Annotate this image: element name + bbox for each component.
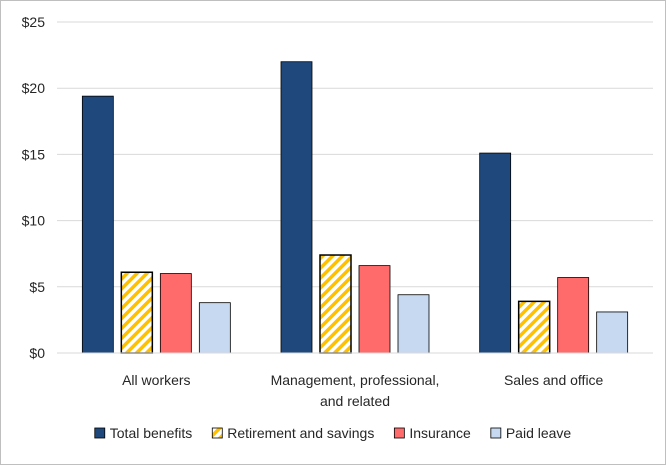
y-tick-label: $25: [22, 14, 46, 30]
legend-swatch: [393, 427, 405, 439]
bar: [159, 273, 192, 354]
bar: [596, 311, 629, 354]
gridlines: [57, 21, 653, 288]
bars: [81, 61, 629, 354]
y-axis: $0 $5 $10 $15 $20 $25: [22, 14, 46, 361]
y-tick-label: $15: [22, 146, 46, 162]
legend-swatch: [490, 427, 502, 439]
bar: [319, 254, 352, 354]
x-category-label: Sales and office: [504, 372, 604, 388]
legend-label: Total benefits: [110, 425, 193, 441]
legend-label: Paid leave: [506, 425, 572, 441]
bar: [198, 302, 231, 354]
bar: [81, 95, 114, 354]
x-category-label: All workers: [122, 372, 190, 388]
bar: [358, 265, 391, 354]
x-category-label: and related: [320, 393, 390, 409]
category-labels: All workers Management, professional, and …: [122, 372, 603, 409]
bar: [479, 152, 512, 354]
bar: [120, 271, 154, 354]
x-category-label: Management, professional,: [271, 372, 440, 388]
y-tick-label: $0: [29, 345, 45, 361]
bar: [517, 300, 551, 354]
legend: Total benefits Retirement and savings Insu…: [94, 425, 572, 441]
legend-swatch: [94, 427, 106, 439]
legend-label: Retirement and savings: [227, 425, 374, 441]
bar: [397, 294, 430, 354]
legend-swatch: [211, 427, 223, 439]
bar: [557, 277, 590, 354]
legend-label: Insurance: [409, 425, 471, 441]
y-tick-label: $10: [22, 213, 46, 229]
y-tick-label: $5: [29, 279, 45, 295]
y-tick-label: $20: [22, 80, 46, 96]
bar: [280, 61, 313, 354]
